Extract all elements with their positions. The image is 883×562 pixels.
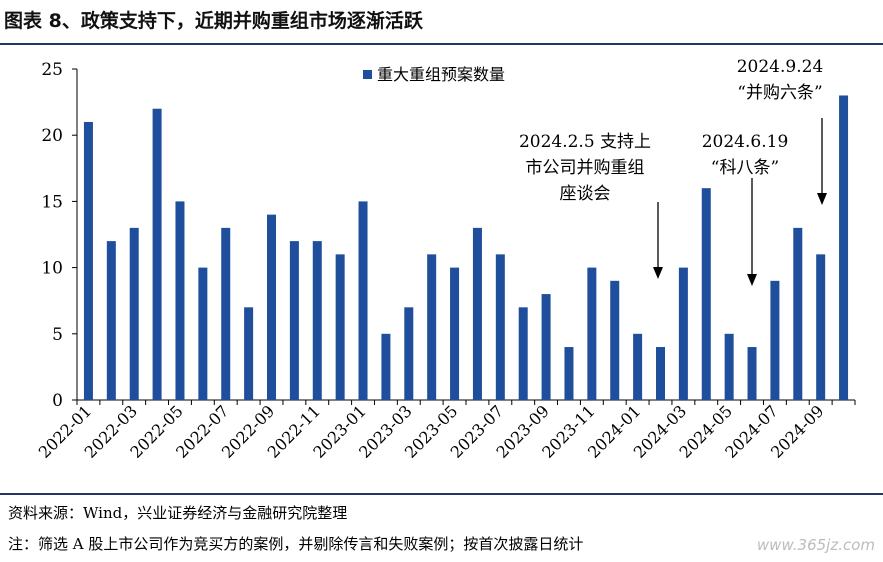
- bar-2023-09: [541, 294, 551, 400]
- bar-2023-04: [427, 254, 437, 400]
- annotation-text: “并购六条”: [737, 83, 822, 103]
- chart-title: 图表 8、政策支持下，近期并购重组市场逐渐活跃: [4, 10, 423, 32]
- bar-2023-02: [381, 333, 391, 400]
- bar-2023-01: [358, 201, 368, 400]
- bar-2022-12: [335, 254, 345, 400]
- bar-2024-07: [770, 280, 780, 400]
- bottom-divider: [0, 493, 883, 495]
- bar-2023-05: [450, 267, 460, 400]
- annotation-text: 2024.6.19: [702, 132, 789, 152]
- bar-2022-01: [83, 121, 93, 401]
- source-note: 资料来源：Wind，兴业证券经济与金融研究院整理: [8, 504, 348, 522]
- bar-2023-03: [404, 307, 414, 400]
- bar-2022-10: [289, 241, 299, 400]
- top-divider: [0, 43, 883, 45]
- bar-2024-08: [793, 227, 803, 400]
- bar-2022-03: [129, 227, 139, 400]
- bar-2022-09: [267, 214, 276, 400]
- y-tick-label: 15: [41, 192, 63, 212]
- y-tick-label: 25: [41, 60, 63, 80]
- bar-2022-04: [152, 108, 162, 400]
- bar-2023-06: [472, 227, 482, 400]
- annotation-text: 市公司并购重组: [526, 158, 645, 178]
- footnote: 注：筛选 A 股上市公司作为竞买方的案例，并剔除传言和失败案例；按首次披露日统计: [8, 535, 584, 553]
- annotation-text: “科八条”: [711, 158, 779, 178]
- y-tick-label: 10: [41, 259, 63, 279]
- y-tick-label: 0: [52, 391, 63, 411]
- annotation-arrowhead: [817, 193, 827, 205]
- watermark: www.365jz.com: [756, 536, 875, 554]
- annotation-text: 2024.9.24: [737, 57, 824, 77]
- bar-2023-07: [495, 254, 505, 400]
- bar-2024-09: [816, 254, 826, 400]
- bar-2024-06: [747, 347, 757, 400]
- bar-2024-02: [656, 347, 665, 400]
- annotation-arrowhead: [747, 274, 757, 286]
- annotation-text: 2024.2.5 支持上: [519, 132, 651, 152]
- bar-2022-02: [106, 241, 116, 400]
- bar-2022-07: [221, 227, 231, 400]
- bar-2022-05: [175, 201, 185, 400]
- bar-2022-11: [312, 241, 322, 400]
- bar-2024-03: [678, 267, 688, 400]
- bar-2023-11: [587, 267, 597, 400]
- bar-2024-10: [839, 95, 849, 401]
- bar-2022-06: [198, 267, 208, 400]
- legend-swatch: [363, 70, 372, 79]
- bar-2024-01: [633, 333, 643, 400]
- bar-chart: 05101520252022-012022-032022-052022-0720…: [35, 57, 856, 462]
- y-tick-label: 5: [52, 325, 63, 345]
- annotation-text: 座谈会: [560, 184, 611, 204]
- bar-2022-08: [244, 307, 254, 400]
- bar-2023-08: [518, 307, 528, 400]
- y-tick-label: 20: [41, 126, 63, 146]
- annotation-arrowhead: [653, 267, 663, 279]
- bar-2024-04: [701, 188, 711, 400]
- bar-2023-12: [610, 280, 620, 400]
- bar-2023-10: [564, 347, 574, 400]
- legend-label: 重大重组预案数量: [377, 65, 505, 84]
- bar-2024-05: [724, 333, 734, 400]
